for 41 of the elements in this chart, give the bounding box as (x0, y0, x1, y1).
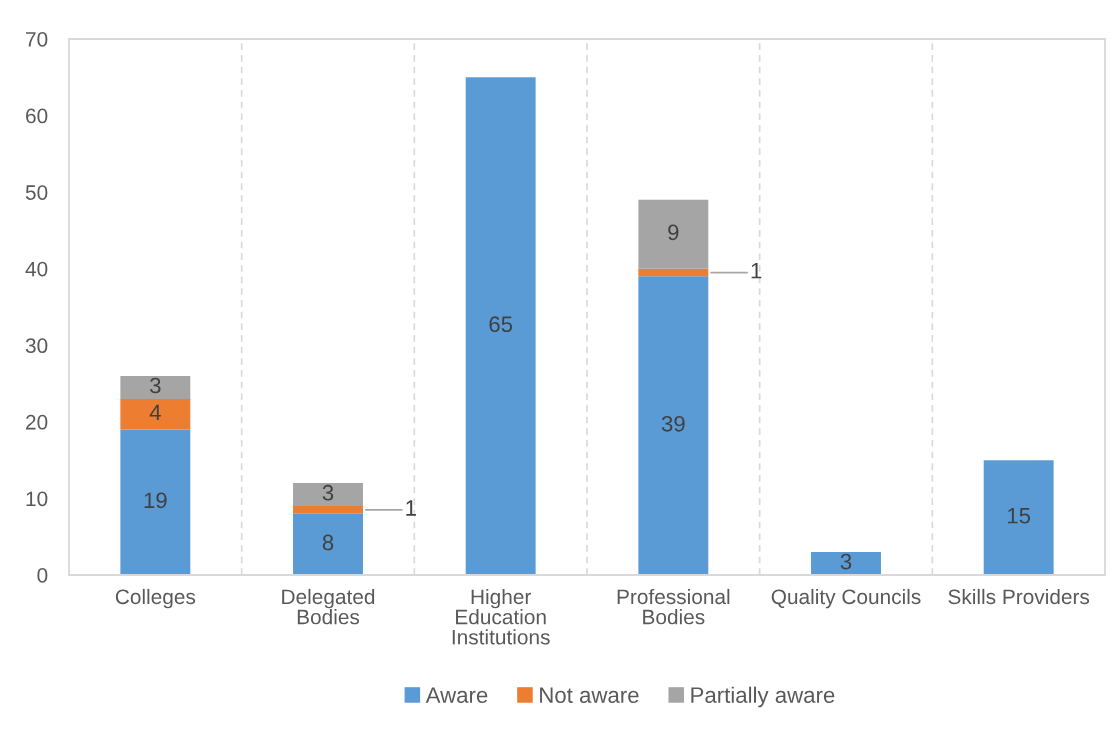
data-label: 1 (406, 500, 416, 516)
y-tick-label: 0 (37, 568, 48, 583)
legend-label: Partially aware (691, 686, 835, 708)
legend-label: Not aware (540, 687, 639, 703)
x-tick-label: Delegated Bodies (282, 588, 375, 625)
bar (638, 268, 709, 277)
y-tick-label: 40 (25, 261, 48, 277)
data-label: 9 (668, 224, 679, 241)
x-tick-label: Professional Bodies (617, 588, 730, 625)
bar (293, 483, 363, 507)
data-label: 4 (149, 404, 161, 420)
x-tick-label: Quality Councils (771, 588, 921, 609)
bar (293, 513, 363, 575)
bar (465, 77, 536, 575)
y-tick-label: 70 (26, 32, 48, 47)
x-tick-label: Skills Providers (948, 588, 1090, 605)
bar (120, 429, 191, 575)
data-label: 3 (322, 484, 334, 501)
bar (638, 276, 709, 575)
bar (120, 375, 191, 399)
x-tick-label: Colleges (115, 588, 196, 609)
data-label: 3 (840, 553, 852, 570)
bar (638, 199, 709, 269)
y-tick-label: 50 (25, 185, 48, 200)
y-tick-label: 20 (26, 414, 48, 430)
data-label: 1 (751, 263, 762, 279)
y-tick-label: 10 (26, 491, 48, 507)
bar (811, 552, 881, 575)
bar (983, 460, 1054, 575)
data-label: 8 (322, 534, 334, 551)
y-tick-label: 60 (26, 108, 48, 124)
bar (293, 506, 363, 514)
data-label: 39 (661, 415, 685, 432)
y-tick-label: 30 (25, 338, 48, 354)
data-label: 19 (144, 492, 167, 509)
data-label: 3 (150, 377, 161, 394)
x-tick-label: Higher Education Institutions (452, 588, 550, 645)
legend-label: Aware (425, 687, 488, 703)
bar (120, 398, 191, 430)
data-label: 15 (1008, 508, 1031, 524)
data-label: 65 (489, 316, 513, 333)
